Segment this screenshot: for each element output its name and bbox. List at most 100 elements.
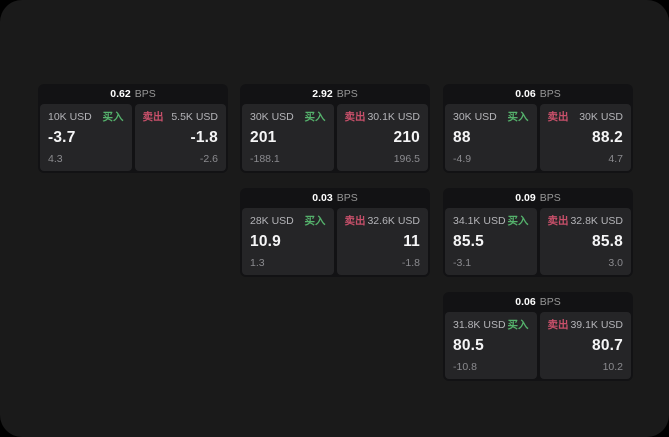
bps-unit-label: BPS — [539, 295, 561, 308]
buy-size: 31.8K USD — [453, 319, 506, 331]
quote-card: 0.03 BPS 28K USD 买入 10.9 1.3 卖出 32.6K US… — [240, 188, 430, 277]
buy-delta: -188.1 — [250, 152, 280, 165]
sell-delta: -1.8 — [401, 256, 420, 269]
buy-panel-top: 28K USD 买入 — [250, 216, 326, 227]
sell-delta: -2.6 — [199, 152, 218, 165]
sell-panel[interactable]: 卖出 30K USD 88.2 4.7 — [539, 104, 631, 171]
quote-card: 0.06 BPS 31.8K USD 买入 80.5 -10.8 卖出 39.1… — [443, 292, 633, 381]
sell-delta: 4.7 — [608, 152, 623, 165]
bps-value: 0.06 — [515, 295, 536, 308]
buy-panel[interactable]: 30K USD 买入 201 -188.1 — [242, 104, 334, 171]
sell-value: 88.2 — [592, 129, 623, 147]
buy-panel-top: 30K USD 买入 — [250, 112, 326, 123]
buy-panel-top: 31.8K USD 买入 — [453, 320, 529, 331]
sell-delta: 3.0 — [608, 256, 623, 269]
buy-panel[interactable]: 30K USD 买入 88 -4.9 — [445, 104, 537, 171]
sell-size: 30K USD — [579, 111, 623, 123]
sell-size: 32.6K USD — [367, 215, 420, 227]
card-body: 31.8K USD 买入 80.5 -10.8 卖出 39.1K USD 80.… — [443, 312, 633, 381]
sell-panel[interactable]: 卖出 30.1K USD 210 196.5 — [336, 104, 428, 171]
card-header: 0.09 BPS — [443, 188, 633, 208]
card-body: 30K USD 买入 88 -4.9 卖出 30K USD 88.2 4.7 — [443, 104, 633, 173]
sell-side-label: 卖出 — [344, 215, 366, 227]
buy-value: 88 — [453, 129, 471, 147]
sell-value: 210 — [393, 129, 420, 147]
buy-panel[interactable]: 34.1K USD 买入 85.5 -3.1 — [445, 208, 537, 275]
sell-side-label: 卖出 — [344, 111, 366, 123]
buy-value: 80.5 — [453, 337, 484, 355]
quote-card: 0.62 BPS 10K USD 买入 -3.7 4.3 卖出 5.5K USD… — [38, 84, 228, 173]
sell-size: 39.1K USD — [570, 319, 623, 331]
buy-side-label: 买入 — [304, 111, 326, 123]
sell-side-label: 卖出 — [547, 319, 569, 331]
bps-unit-label: BPS — [134, 87, 156, 100]
sell-panel-top: 卖出 30K USD — [548, 112, 624, 123]
buy-size: 28K USD — [250, 215, 294, 227]
buy-size: 30K USD — [250, 111, 294, 123]
buy-size: 34.1K USD — [453, 215, 506, 227]
buy-side-label: 买入 — [102, 111, 124, 123]
buy-panel-top: 34.1K USD 买入 — [453, 216, 529, 227]
bps-unit-label: BPS — [336, 191, 358, 204]
buy-panel-top: 10K USD 买入 — [48, 112, 124, 123]
card-body: 28K USD 买入 10.9 1.3 卖出 32.6K USD 11 -1.8 — [240, 208, 430, 277]
sell-panel[interactable]: 卖出 5.5K USD -1.8 -2.6 — [134, 104, 226, 171]
bps-value: 0.62 — [110, 87, 131, 100]
buy-side-label: 买入 — [507, 111, 529, 123]
sell-value: 11 — [403, 233, 420, 251]
buy-value: 201 — [250, 129, 277, 147]
buy-panel[interactable]: 10K USD 买入 -3.7 4.3 — [40, 104, 132, 171]
buy-delta: 4.3 — [48, 152, 63, 165]
sell-panel[interactable]: 卖出 32.6K USD 11 -1.8 — [336, 208, 428, 275]
bps-unit-label: BPS — [336, 87, 358, 100]
sell-panel-top: 卖出 39.1K USD — [548, 320, 624, 331]
buy-panel[interactable]: 28K USD 买入 10.9 1.3 — [242, 208, 334, 275]
sell-panel[interactable]: 卖出 32.8K USD 85.8 3.0 — [539, 208, 631, 275]
bps-unit-label: BPS — [539, 191, 561, 204]
sell-side-label: 卖出 — [547, 111, 569, 123]
bps-value: 2.92 — [312, 87, 333, 100]
sell-size: 30.1K USD — [367, 111, 420, 123]
buy-side-label: 买入 — [507, 319, 529, 331]
sell-panel-top: 卖出 32.6K USD — [345, 216, 421, 227]
sell-size: 32.8K USD — [570, 215, 623, 227]
buy-size: 30K USD — [453, 111, 497, 123]
quote-card: 2.92 BPS 30K USD 买入 201 -188.1 卖出 30.1K … — [240, 84, 430, 173]
bps-value: 0.03 — [312, 191, 333, 204]
buy-delta: -4.9 — [453, 152, 472, 165]
card-header: 0.06 BPS — [443, 292, 633, 312]
buy-side-label: 买入 — [507, 215, 529, 227]
sell-side-label: 卖出 — [547, 215, 569, 227]
sell-panel-top: 卖出 5.5K USD — [143, 112, 219, 123]
buy-value: -3.7 — [48, 129, 76, 147]
card-body: 10K USD 买入 -3.7 4.3 卖出 5.5K USD -1.8 -2.… — [38, 104, 228, 173]
bps-value: 0.09 — [515, 191, 536, 204]
buy-size: 10K USD — [48, 111, 92, 123]
sell-value: 85.8 — [592, 233, 623, 251]
sell-panel-top: 卖出 30.1K USD — [345, 112, 421, 123]
card-header: 0.62 BPS — [38, 84, 228, 104]
sell-value: 80.7 — [592, 337, 623, 355]
card-header: 0.06 BPS — [443, 84, 633, 104]
buy-value: 85.5 — [453, 233, 484, 251]
sell-side-label: 卖出 — [142, 111, 164, 123]
buy-value: 10.9 — [250, 233, 281, 251]
buy-panel-top: 30K USD 买入 — [453, 112, 529, 123]
card-body: 30K USD 买入 201 -188.1 卖出 30.1K USD 210 1… — [240, 104, 430, 173]
bps-unit-label: BPS — [539, 87, 561, 100]
sell-size: 5.5K USD — [171, 111, 218, 123]
buy-panel[interactable]: 31.8K USD 买入 80.5 -10.8 — [445, 312, 537, 379]
quote-card: 0.06 BPS 30K USD 买入 88 -4.9 卖出 30K USD 8… — [443, 84, 633, 173]
sell-panel-top: 卖出 32.8K USD — [548, 216, 624, 227]
bps-value: 0.06 — [515, 87, 536, 100]
buy-delta: -10.8 — [453, 360, 477, 373]
quote-card: 0.09 BPS 34.1K USD 买入 85.5 -3.1 卖出 32.8K… — [443, 188, 633, 277]
card-header: 2.92 BPS — [240, 84, 430, 104]
card-body: 34.1K USD 买入 85.5 -3.1 卖出 32.8K USD 85.8… — [443, 208, 633, 277]
sell-delta: 196.5 — [393, 152, 420, 165]
sell-panel[interactable]: 卖出 39.1K USD 80.7 10.2 — [539, 312, 631, 379]
sell-value: -1.8 — [190, 129, 218, 147]
buy-delta: -3.1 — [453, 256, 472, 269]
buy-side-label: 买入 — [304, 215, 326, 227]
